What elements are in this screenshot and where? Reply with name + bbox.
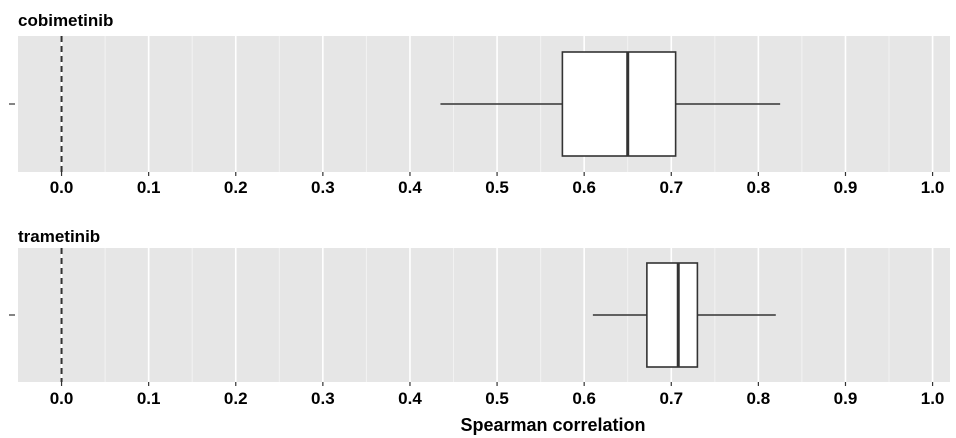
box-iqr [646, 262, 699, 368]
x-tick-label: 0.1 [137, 389, 161, 408]
x-tick-label: 1.0 [921, 178, 945, 197]
grid-lines [60, 248, 934, 382]
x-tick-label: 0.0 [50, 389, 74, 408]
x-tick-label: 0.6 [572, 178, 596, 197]
x-tick-label: 0.1 [137, 178, 161, 197]
x-tick-label: 0.7 [659, 389, 683, 408]
panel-title: trametinib [18, 227, 100, 246]
boxplot [440, 51, 781, 157]
plot-background [18, 248, 950, 382]
x-axis-label: Spearman correlation [460, 415, 645, 435]
x-tick-label: 0.2 [224, 178, 248, 197]
x-tick-label: 0.9 [834, 389, 858, 408]
x-tick-label: 0.4 [398, 389, 422, 408]
boxplot [592, 262, 776, 368]
x-tick-label: 0.8 [747, 389, 771, 408]
x-tick-label: 0.8 [747, 178, 771, 197]
x-tick-label: 1.0 [921, 389, 945, 408]
x-tick-label: 0.7 [659, 178, 683, 197]
x-tick-label: 0.6 [572, 389, 596, 408]
x-tick-label: 0.0 [50, 178, 74, 197]
x-tick-label: 0.3 [311, 389, 335, 408]
x-tick-label: 0.2 [224, 389, 248, 408]
x-tick-label: 0.5 [485, 178, 509, 197]
x-tick-label: 0.5 [485, 389, 509, 408]
x-tick-label: 0.9 [834, 178, 858, 197]
box-iqr [561, 51, 677, 157]
panel-title: cobimetinib [18, 11, 113, 30]
x-axis-ticks: 0.0 0.1 0.2 0.3 0.4 0.5 0.6 0.7 0.8 0.9 1.0 [50, 172, 945, 197]
panel-cobimetinib: cobimetinib 0.0 0.1 0.2 0.3 0.4 0.5 0.6 0.7 0.8 0… [9, 11, 950, 197]
x-tick-label: 0.4 [398, 178, 422, 197]
panel-trametinib: trametinib 0.0 0.1 0.2 0.3 0.4 0.5 0.6 0.7 0.8 0.… [9, 227, 950, 435]
x-axis-ticks: 0.0 0.1 0.2 0.3 0.4 0.5 0.6 0.7 0.8 0.9 1.0 [50, 382, 945, 408]
x-tick-label: 0.3 [311, 178, 335, 197]
